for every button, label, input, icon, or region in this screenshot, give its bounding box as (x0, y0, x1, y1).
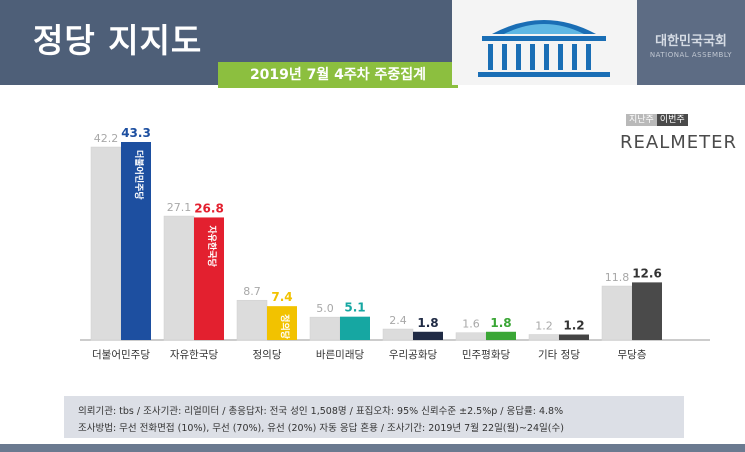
x-tick-label: 무당층 (618, 349, 647, 361)
period-subtitle: 2019년 7월 4주차 주중집계 (218, 62, 458, 88)
bar-current (340, 316, 370, 340)
data-label-previous: 1.6 (462, 318, 480, 331)
data-label-current: 5.1 (344, 301, 365, 315)
national-assembly-building-icon (478, 20, 610, 77)
data-label-current: 1.8 (490, 316, 511, 330)
assembly-name-en: NATIONAL ASSEMBLY (649, 51, 733, 59)
x-tick-label: 우리공화당 (389, 349, 438, 361)
data-label-current: 26.8 (194, 201, 224, 215)
x-tick-label: 더불어민주당 (92, 349, 150, 361)
data-label-previous: 2.4 (389, 314, 407, 327)
bar-previous (90, 146, 122, 341)
bar-previous (236, 299, 268, 341)
bar-previous (163, 215, 195, 341)
bar-previous (455, 332, 487, 341)
data-label-current: 12.6 (632, 266, 662, 280)
legend-previous: 지난주 (626, 114, 657, 126)
data-label-previous: 8.7 (243, 285, 261, 298)
page-title: 정당 지지도 (33, 21, 203, 60)
data-label-previous: 5.0 (316, 302, 334, 315)
bar-previous (601, 285, 633, 341)
bar-previous (382, 328, 414, 341)
data-label-previous: 11.8 (605, 271, 630, 284)
data-label-previous: 1.2 (535, 320, 553, 333)
bar-previous (309, 316, 341, 341)
assembly-logo-panel (452, 0, 637, 85)
assembly-name: 대한민국국회 (655, 34, 727, 49)
data-label-current: 43.3 (121, 126, 151, 140)
survey-info-box: 의뢰기관: tbs / 조사기관: 리얼미터 / 총응답자: 전국 성인 1,5… (64, 396, 684, 438)
bar-current (267, 306, 297, 340)
data-label-previous: 42.2 (94, 132, 119, 145)
bar-current (121, 142, 151, 340)
party-logo-text: 더불어민주당 (133, 150, 145, 200)
legend: 지난주 이번주 (626, 112, 688, 126)
bar-current (559, 334, 589, 340)
party-logo-text: 자유한국당 (206, 225, 218, 267)
data-label-previous: 27.1 (167, 201, 192, 214)
assembly-name-panel: 대한민국국회 NATIONAL ASSEMBLY (637, 0, 745, 85)
x-tick-label: 정의당 (253, 349, 282, 361)
bar-previous (528, 334, 560, 341)
x-tick-label: 기타 정당 (538, 349, 580, 361)
party-logo-text: 정의당 (279, 314, 291, 340)
bar-current (486, 331, 516, 340)
x-tick-label: 바른미래당 (316, 349, 365, 361)
legend-current: 이번주 (656, 114, 688, 126)
survey-info-line-1: 의뢰기관: tbs / 조사기관: 리얼미터 / 총응답자: 전국 성인 1,5… (78, 406, 564, 417)
x-tick-label: 민주평화당 (462, 349, 511, 361)
data-label-current: 7.4 (271, 290, 292, 304)
bar-current (632, 282, 662, 340)
x-tick-label: 자유한국당 (170, 349, 219, 361)
data-label-current: 1.8 (417, 316, 438, 330)
data-label-current: 1.2 (563, 319, 584, 333)
bar-current (194, 217, 224, 340)
survey-info-line-2: 조사방법: 무선 전화면접 (10%), 무선 (70%), 유선 (20%) … (78, 423, 564, 434)
brand-logo: REALMETER (620, 132, 737, 153)
bottom-band (0, 444, 745, 452)
bar-current (413, 331, 443, 340)
